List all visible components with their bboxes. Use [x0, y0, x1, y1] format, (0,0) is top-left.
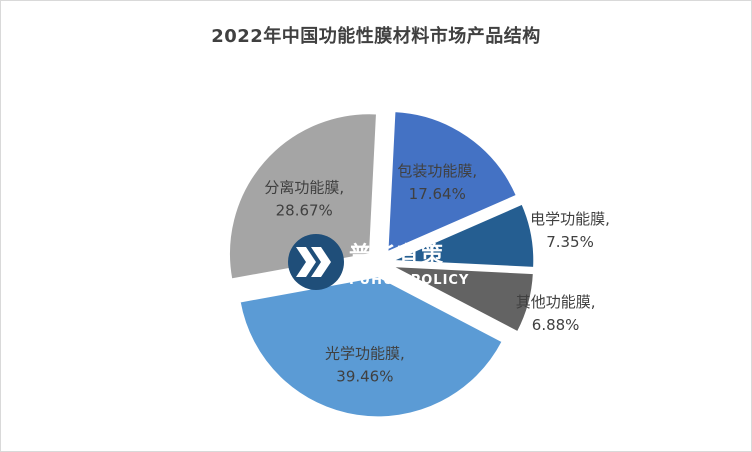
- slice-name-label: 电学功能膜,: [530, 210, 610, 228]
- slice-value-label: 7.35%: [546, 233, 594, 251]
- pie-slice: [393, 203, 535, 268]
- slice-value-label: 28.67%: [276, 202, 333, 220]
- pie-slices: [229, 111, 535, 418]
- slice-name-label: 包装功能膜,: [397, 162, 477, 180]
- slice-value-label: 6.88%: [532, 316, 580, 334]
- slice-value-label: 17.64%: [409, 185, 466, 203]
- chart-title: 2022年中国功能性膜材料市场产品结构: [211, 26, 541, 47]
- pie-slice: [239, 276, 503, 418]
- slice-value-label: 39.46%: [336, 368, 393, 386]
- slice-name-label: 分离功能膜,: [264, 179, 344, 197]
- watermark-cn-text: 普华有策: [349, 242, 445, 268]
- watermark-chevron-icon: [296, 247, 316, 277]
- pie-slice: [387, 111, 517, 253]
- pie-slice: [229, 113, 377, 280]
- watermark-logo: 普华有策 PUHUA POLICY: [288, 234, 469, 290]
- watermark-chevron-icon: [311, 247, 331, 277]
- watermark-en-text: PUHUA POLICY: [349, 273, 469, 288]
- pie-slice: [393, 266, 534, 333]
- slice-name-label: 光学功能膜,: [325, 345, 405, 363]
- pie-labels: 包装功能膜, 17.64% 电学功能膜, 7.35% 其他功能膜, 6.88% 光学功能膜,…: [264, 162, 610, 386]
- slice-name-label: 其他功能膜,: [516, 293, 596, 311]
